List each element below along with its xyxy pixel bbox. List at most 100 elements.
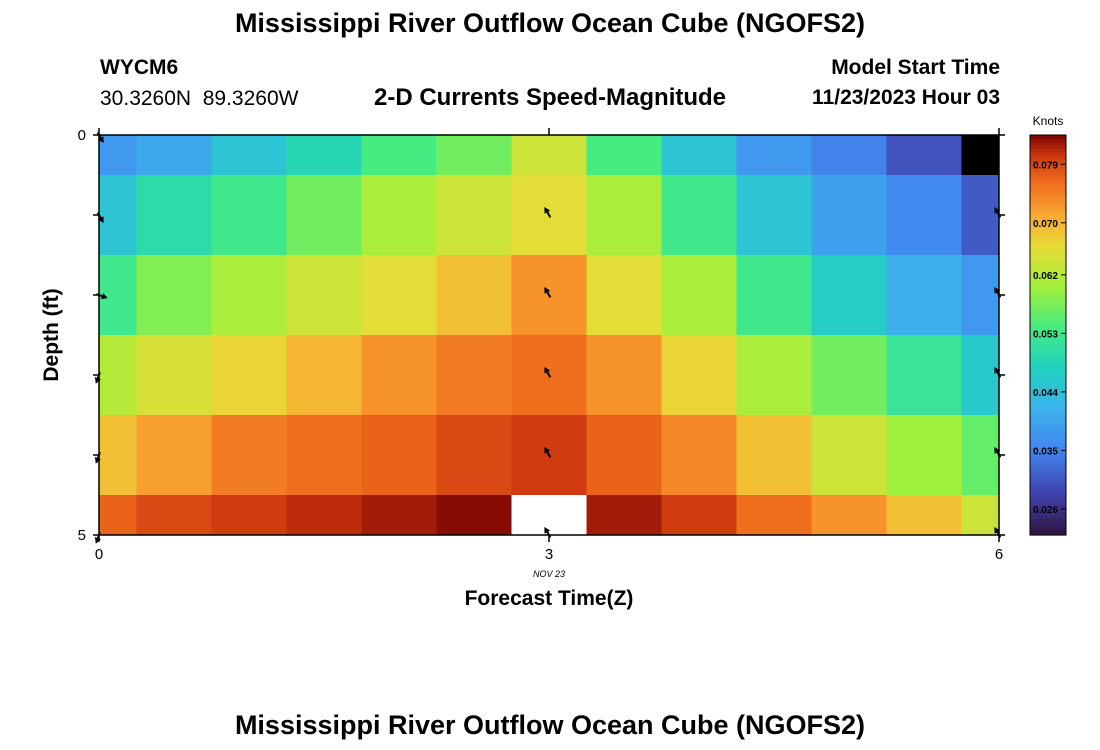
heatmap-cell xyxy=(136,335,212,416)
colorbar-segment xyxy=(1030,321,1066,326)
x-date-label: NOV 23 xyxy=(533,569,565,579)
colorbar-segment xyxy=(1030,501,1066,506)
heatmap-cell xyxy=(886,175,962,256)
colorbar-tick-label: 0.053 xyxy=(1033,329,1058,340)
heatmap-cell xyxy=(286,175,362,256)
colorbar-segment xyxy=(1030,338,1066,343)
heatmap-cell xyxy=(99,135,137,176)
chart-subtitle: 2-D Currents Speed-Magnitude xyxy=(373,84,727,111)
heatmap-cell xyxy=(661,175,737,256)
colorbar-frame xyxy=(1029,134,1067,536)
heatmap-cell xyxy=(436,495,512,536)
colorbar-segment xyxy=(1030,488,1066,493)
colorbar-segment xyxy=(1030,418,1066,423)
heatmap-cell xyxy=(811,415,887,496)
colorbar-segment xyxy=(1030,358,1066,363)
colorbar-segment xyxy=(1030,408,1066,413)
heatmap-cell xyxy=(361,255,437,336)
colorbar-segment xyxy=(1030,511,1066,516)
heatmap-cell xyxy=(886,255,962,336)
colorbar-segment xyxy=(1030,445,1066,449)
heatmap-cell xyxy=(811,135,887,176)
heatmap-cell xyxy=(361,135,437,176)
station-id: WYCM6 xyxy=(100,56,179,79)
colorbar-segment xyxy=(1030,478,1066,483)
colorbar-segment xyxy=(1030,395,1066,399)
colorbar-segment xyxy=(1030,468,1066,473)
x-tick-label: 3 xyxy=(545,546,553,563)
colorbar-segment xyxy=(1030,138,1066,143)
colorbar-segment xyxy=(1030,188,1066,193)
colorbar-segment xyxy=(1030,268,1066,273)
heatmap-cell xyxy=(511,135,587,176)
colorbar-segment xyxy=(1030,341,1066,346)
y-tick-label: 5 xyxy=(78,527,86,544)
colorbar-segment xyxy=(1030,381,1066,386)
colorbar-segment xyxy=(1030,435,1066,439)
current-vector-arrow xyxy=(544,446,552,458)
heatmap-cell xyxy=(211,135,287,176)
current-vector-arrow xyxy=(94,532,101,544)
colorbar-segment xyxy=(1030,355,1066,359)
heatmap-cell xyxy=(436,415,512,496)
heatmap-cell xyxy=(961,135,1000,176)
colorbar-segment xyxy=(1030,308,1066,313)
heatmap-cell xyxy=(736,495,812,536)
heatmap-cell xyxy=(211,175,287,256)
colorbar-segment xyxy=(1030,455,1066,459)
colorbar-segment xyxy=(1030,291,1066,296)
colorbar-segment xyxy=(1030,168,1066,173)
colorbar-segment xyxy=(1030,288,1066,293)
heatmap-cell xyxy=(736,335,812,416)
y-tick-label: 0 xyxy=(78,127,86,144)
colorbar-segment xyxy=(1030,231,1066,236)
colorbar-segment xyxy=(1030,431,1066,436)
colorbar-segment xyxy=(1030,498,1066,503)
colorbar-segment xyxy=(1030,328,1066,333)
heatmap-cell xyxy=(436,175,512,256)
colorbar-segment xyxy=(1030,315,1066,319)
heatmap-cell xyxy=(99,415,137,496)
colorbar-segment xyxy=(1030,411,1066,416)
heatmap-cell xyxy=(811,255,887,336)
heatmap-cell xyxy=(736,175,812,256)
colorbar-segment xyxy=(1030,135,1066,139)
colorbar-segment xyxy=(1030,241,1066,246)
heatmap-cell xyxy=(586,175,662,256)
colorbar-segment xyxy=(1030,165,1066,169)
heatmap-cell xyxy=(99,175,137,256)
colorbar-segment xyxy=(1030,265,1066,269)
colorbar-segment xyxy=(1030,275,1066,279)
colorbar-segment xyxy=(1030,175,1066,179)
colorbar-segment xyxy=(1030,305,1066,309)
heatmap-cell xyxy=(136,135,212,176)
colorbar-segment xyxy=(1030,171,1066,176)
heatmap-cell xyxy=(886,415,962,496)
colorbar-segment xyxy=(1030,495,1066,499)
heatmap-cell xyxy=(436,335,512,416)
colorbar-tick-label: 0.035 xyxy=(1033,446,1058,457)
heatmap-cell xyxy=(211,255,287,336)
heatmap-cell xyxy=(961,175,1000,256)
colorbar-segment xyxy=(1030,371,1066,376)
colorbar-segment xyxy=(1030,145,1066,149)
colorbar-segment xyxy=(1030,238,1066,243)
heatmap-cell xyxy=(361,495,437,536)
heatmap-cell xyxy=(511,495,587,536)
colorbar-segment xyxy=(1030,325,1066,329)
heatmap-cell xyxy=(286,415,362,496)
heatmap-cell xyxy=(211,415,287,496)
colorbar-segment xyxy=(1030,211,1066,216)
heatmap-cell xyxy=(886,495,962,536)
model-start-time: 11/23/2023 Hour 03 xyxy=(812,86,1000,109)
colorbar-segment xyxy=(1030,421,1066,426)
colorbar-segment xyxy=(1030,245,1066,249)
colorbar-segment xyxy=(1030,388,1066,393)
colorbar-segment xyxy=(1030,348,1066,353)
colorbar-segment xyxy=(1030,158,1066,163)
colorbar-segment xyxy=(1030,278,1066,283)
heatmap-cell xyxy=(436,255,512,336)
colorbar-segment xyxy=(1030,485,1066,489)
heatmap-cell xyxy=(736,255,812,336)
colorbar-segment xyxy=(1030,508,1066,513)
